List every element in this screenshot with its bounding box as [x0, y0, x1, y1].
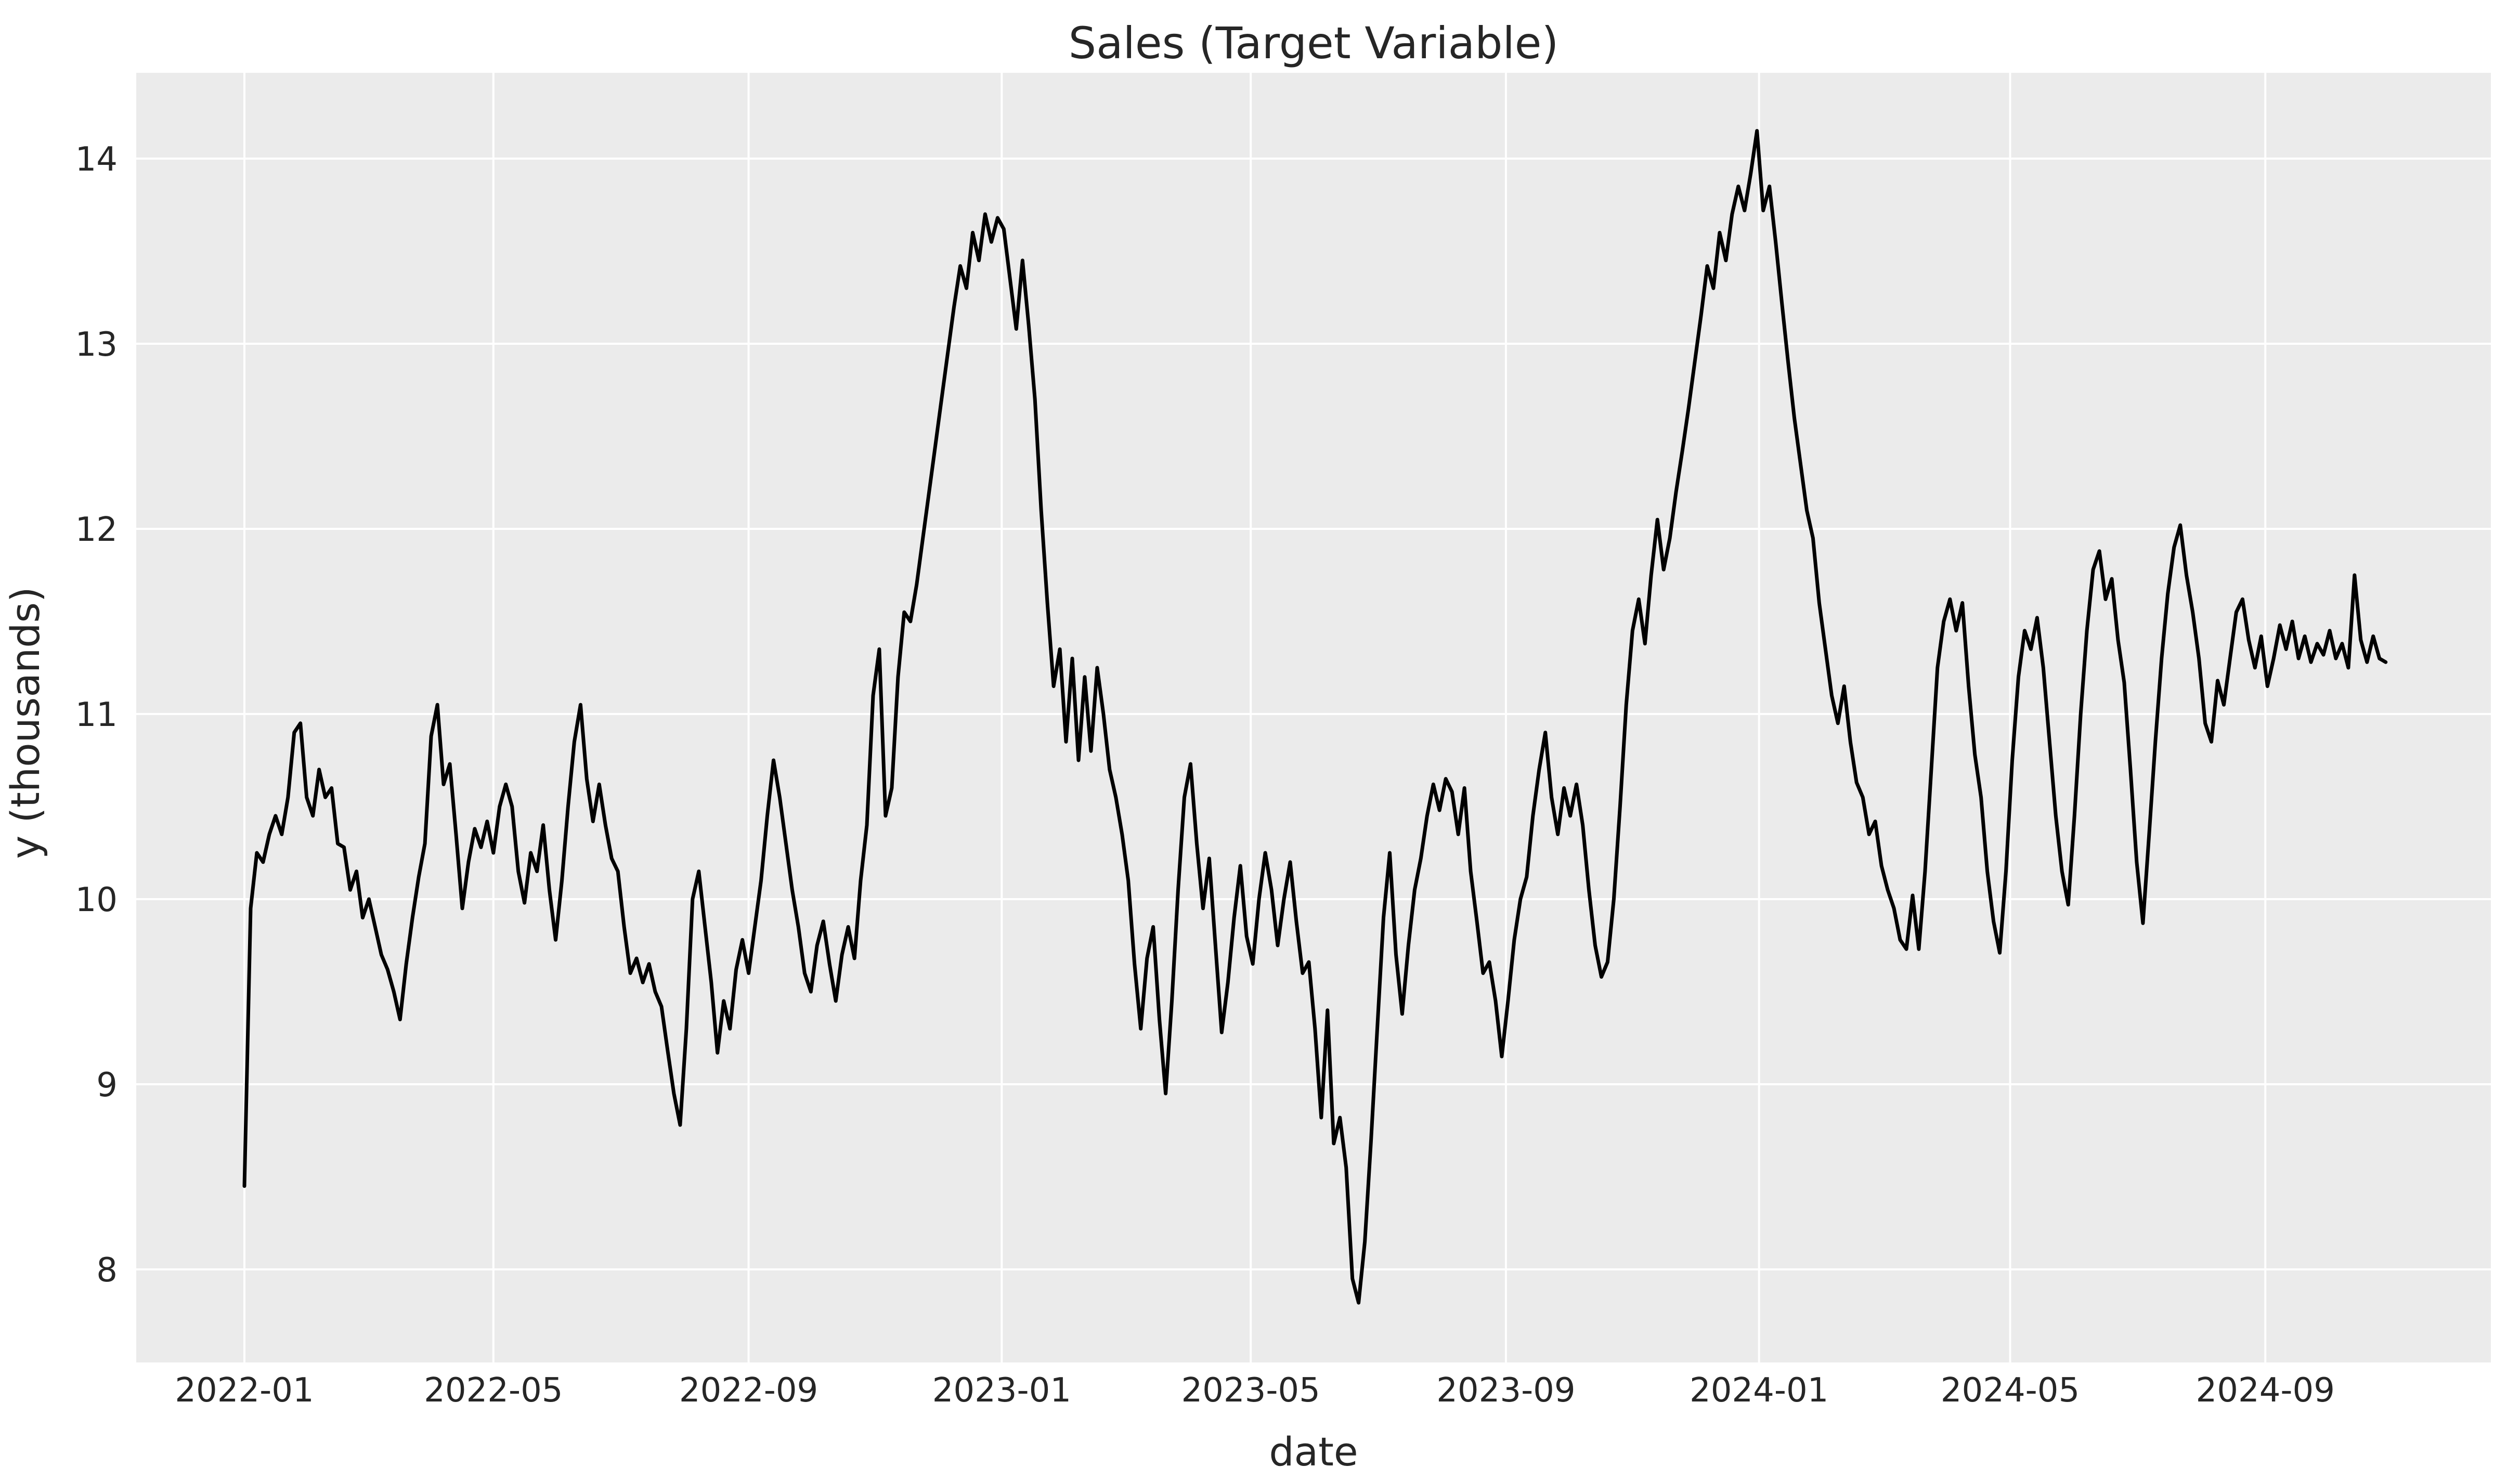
- tick-labels: 8 9 10 11 12 13 14 2022-01 2022-05 2022-09 2023-01…: [75, 140, 2335, 1410]
- x-tick-label: 2023-05: [1181, 1371, 1320, 1410]
- series-layer: [242, 129, 2388, 1305]
- gridlines: [136, 73, 2491, 1362]
- x-axis-label: date: [1269, 1429, 1358, 1475]
- x-tick-label: 2022-01: [175, 1371, 314, 1410]
- x-tick-label: 2024-05: [1941, 1371, 2080, 1410]
- y-tick-label: 12: [75, 511, 118, 549]
- x-tick-label: 2024-09: [2196, 1371, 2335, 1410]
- y-tick-label: 13: [75, 326, 118, 364]
- sales-series-line: [242, 129, 2388, 1305]
- plot-background: [136, 73, 2491, 1362]
- x-tick-label: 2022-05: [424, 1371, 563, 1410]
- y-tick-label: 14: [75, 140, 118, 179]
- y-tick-label: 11: [75, 696, 118, 734]
- y-axis-label: y (thousands): [2, 587, 48, 859]
- x-tick-label: 2023-01: [932, 1371, 1071, 1410]
- y-tick-label: 9: [96, 1066, 118, 1105]
- chart-title: Sales (Target Variable): [1069, 18, 1559, 69]
- x-tick-label: 2022-09: [679, 1371, 818, 1410]
- y-tick-label: 8: [96, 1251, 118, 1290]
- x-tick-label: 2023-09: [1436, 1371, 1575, 1410]
- y-tick-label: 10: [75, 881, 118, 919]
- x-tick-label: 2024-01: [1690, 1371, 1828, 1410]
